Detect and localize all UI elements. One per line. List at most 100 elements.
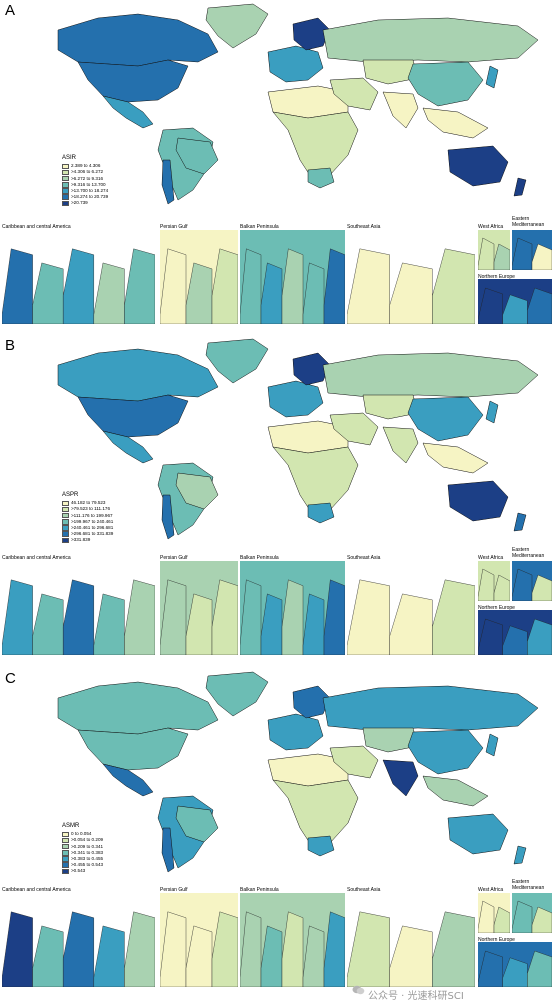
- legend-item: 2.389 to 4.306: [62, 163, 108, 170]
- region-central_asia: [362, 394, 419, 420]
- legend: ASMR 0 to 0.054 >0.054 to 0.209 >0.209 to …: [62, 823, 103, 875]
- region-middle_east: [329, 77, 379, 111]
- region-mexico: [102, 763, 154, 797]
- panel-a: A ASIR 2.389 to 4.306 >4.306 to 6.272 >6.2…: [0, 0, 555, 330]
- region-australia: [447, 813, 509, 855]
- inset-region: [63, 248, 94, 324]
- legend-item: >20.739: [62, 200, 108, 207]
- legend-item: 0 to 0.054: [62, 831, 103, 838]
- world-map: [57, 338, 539, 540]
- inset-map-caribbean: [2, 230, 155, 324]
- inset-label-west-africa: West Africa: [478, 224, 504, 230]
- inset-map-eastern-med: [512, 230, 552, 270]
- legend-swatch: [62, 843, 69, 850]
- legend-label: >199.967 to 240.461: [71, 518, 114, 524]
- inset-region: [527, 950, 552, 987]
- inset-region: [124, 911, 155, 987]
- world-map: [57, 3, 539, 205]
- legend-label: 0 to 0.054: [71, 831, 92, 837]
- legend-swatch: [62, 175, 69, 182]
- region-central_asia: [362, 727, 419, 753]
- legend-label: >0.383 to 0.455: [71, 855, 104, 861]
- inset-label-eastern-med: Eastern Mediterranean: [512, 216, 545, 228]
- inset-region: [478, 287, 503, 324]
- legend-item: >0.054 to 0.209: [62, 837, 103, 844]
- legend-item: >79.523 to 111.176: [62, 506, 113, 513]
- inset-region: [531, 243, 552, 270]
- inset-map-persian-gulf: [160, 561, 238, 655]
- inset-region: [302, 262, 325, 324]
- inset-region: [2, 248, 33, 324]
- inset-map-northern-europe: [478, 279, 552, 324]
- inset-label-west-africa: West Africa: [478, 887, 504, 893]
- inset-label-caribbean: Caribbean and central America: [2, 887, 71, 893]
- inset-region: [211, 248, 238, 324]
- region-china: [407, 396, 484, 442]
- legend-item: >296.681 to 331.839: [62, 531, 113, 538]
- inset-region: [240, 248, 262, 324]
- inset-region: [211, 579, 238, 655]
- inset-map-balkan: [240, 561, 345, 655]
- legend-swatch: [62, 182, 69, 188]
- region-japan: [485, 733, 499, 757]
- legend-swatch: [62, 500, 69, 507]
- inset-label-caribbean: Caribbean and central America: [2, 555, 71, 561]
- inset-map-west-africa: [478, 893, 510, 933]
- region-australia: [447, 480, 509, 522]
- legend-label: >331.839: [71, 537, 91, 543]
- inset-region: [478, 900, 495, 933]
- legend-title: ASPR: [62, 492, 79, 498]
- legend-label: >111.176 to 199.967: [71, 512, 113, 518]
- region-chile: [161, 494, 175, 540]
- panel-c: C ASMR 0 to 0.054 >0.054 to 0.209 >0.209 t…: [0, 668, 555, 998]
- inset-region: [323, 248, 345, 324]
- legend-item: >4.306 to 6.272: [62, 169, 108, 176]
- inset-region: [432, 911, 475, 987]
- region-brazil: [175, 805, 219, 843]
- inset-label-persian-gulf: Persian Gulf: [160, 555, 188, 561]
- legend-label: >0.455 to 0.543: [71, 862, 104, 868]
- inset-region: [531, 906, 552, 933]
- inset-map-west-africa: [478, 230, 510, 270]
- region-china: [407, 61, 484, 107]
- inset-region: [63, 911, 94, 987]
- legend-swatch: [62, 537, 69, 544]
- region-nz: [513, 845, 527, 865]
- inset-region: [63, 579, 94, 655]
- legend-swatch: [62, 862, 69, 869]
- legend-swatch: [62, 163, 69, 170]
- region-africa: [272, 446, 359, 516]
- legend-swatch: [62, 194, 69, 201]
- legend-rows: 0 to 0.054 >0.054 to 0.209 >0.209 to 0.341…: [62, 831, 104, 875]
- legend-item: >331.839: [62, 537, 113, 544]
- region-south_africa: [307, 502, 335, 524]
- legend-swatch: [62, 837, 69, 844]
- region-north_america: [77, 59, 189, 103]
- inset-label-northern-europe: Northern Europe: [478, 937, 515, 943]
- region-greenland: [205, 3, 269, 49]
- legend-label: >13.700 to 18.274: [71, 187, 109, 193]
- region-china: [407, 729, 484, 775]
- region-russia: [322, 685, 539, 731]
- inset-label-southeast-asia: Southeast Asia: [347, 887, 381, 893]
- legend-item: >0.341 to 0.383: [62, 850, 103, 856]
- region-nz: [513, 177, 527, 197]
- inset-region: [478, 950, 503, 987]
- inset-map-eastern-med: [512, 561, 552, 601]
- inset-region: [160, 911, 187, 987]
- legend-swatch: [62, 169, 69, 176]
- legend-label: >240.461 to 296.681: [71, 524, 114, 530]
- region-brazil: [175, 472, 219, 510]
- inset-region: [323, 579, 345, 655]
- inset-region: [347, 579, 390, 655]
- region-central_asia: [362, 59, 419, 85]
- legend-rows: 46.182 to 79.523 >79.523 to 111.176 >111.1…: [62, 500, 114, 544]
- inset-region: [124, 248, 155, 324]
- region-chile: [161, 159, 175, 205]
- inset-region: [478, 618, 503, 655]
- region-india: [382, 426, 419, 464]
- inset-map-caribbean: [2, 561, 155, 655]
- wechat-icon: [352, 985, 365, 995]
- region-greenland: [205, 338, 269, 384]
- region-middle_east: [329, 745, 379, 779]
